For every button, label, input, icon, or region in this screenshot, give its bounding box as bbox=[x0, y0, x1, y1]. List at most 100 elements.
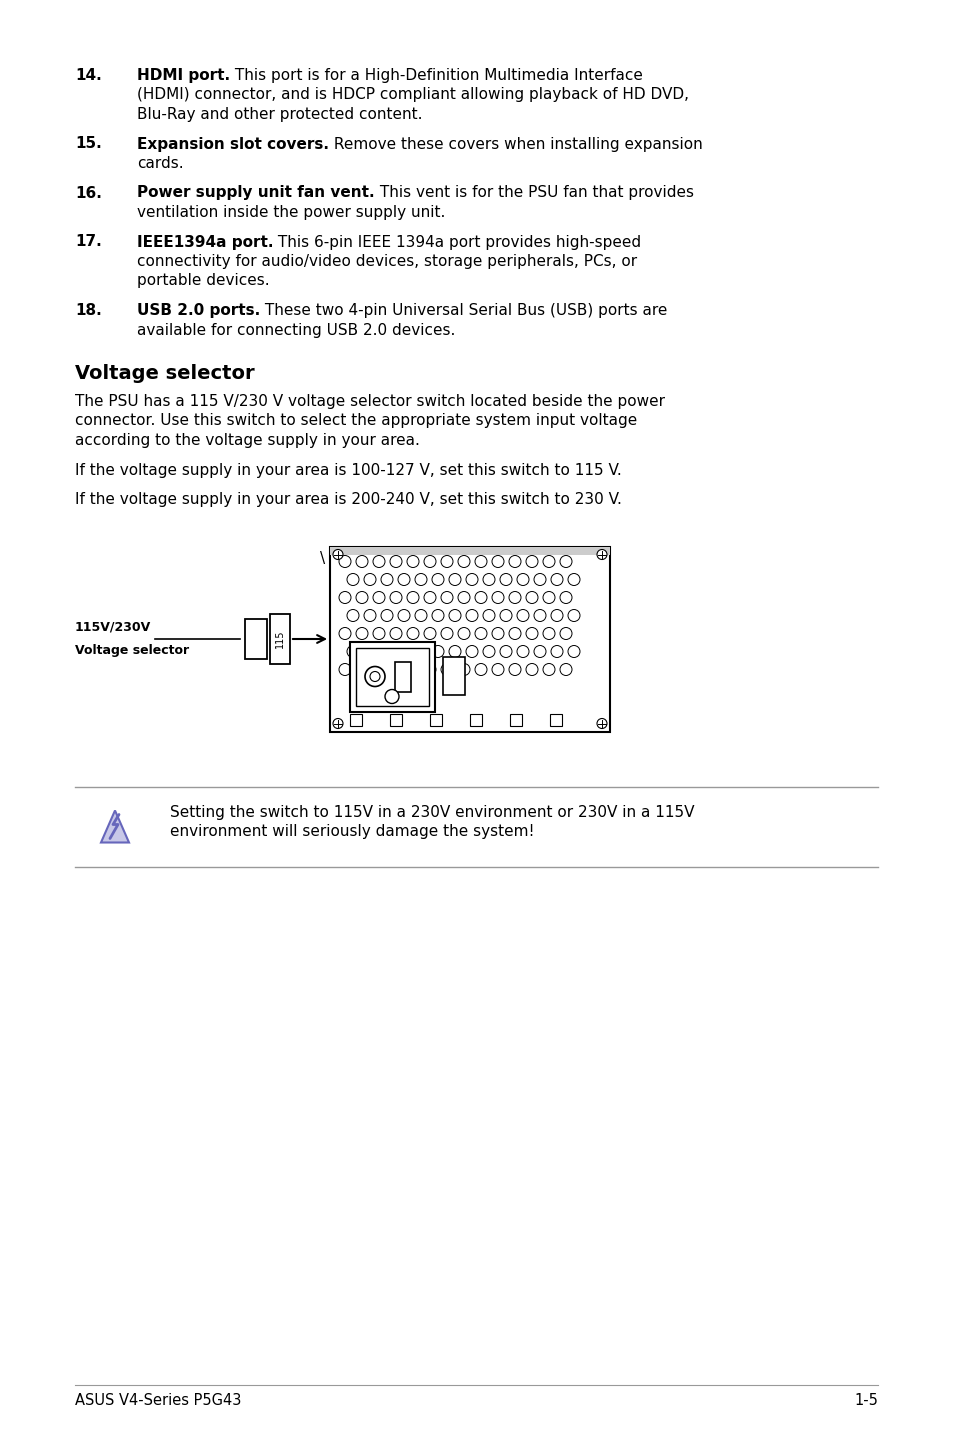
Circle shape bbox=[534, 574, 545, 585]
Circle shape bbox=[551, 646, 562, 657]
Bar bbox=[330, 546, 609, 555]
Circle shape bbox=[597, 719, 606, 729]
Circle shape bbox=[373, 627, 385, 640]
Circle shape bbox=[333, 549, 343, 559]
Circle shape bbox=[373, 591, 385, 604]
Bar bbox=[270, 614, 290, 664]
Text: 15.: 15. bbox=[75, 137, 102, 151]
Text: environment will seriously damage the system!: environment will seriously damage the sy… bbox=[170, 824, 534, 838]
Text: Voltage selector: Voltage selector bbox=[75, 644, 189, 657]
Circle shape bbox=[525, 627, 537, 640]
Circle shape bbox=[475, 591, 486, 604]
Circle shape bbox=[449, 646, 460, 657]
Text: (HDMI) connector, and is HDCP compliant allowing playback of HD DVD,: (HDMI) connector, and is HDCP compliant … bbox=[137, 88, 688, 102]
Circle shape bbox=[475, 555, 486, 568]
Circle shape bbox=[492, 555, 503, 568]
Circle shape bbox=[423, 555, 436, 568]
Circle shape bbox=[407, 627, 418, 640]
Circle shape bbox=[338, 555, 351, 568]
Circle shape bbox=[355, 591, 368, 604]
Circle shape bbox=[465, 610, 477, 621]
Bar bbox=[350, 641, 435, 712]
Text: If the voltage supply in your area is 200-240 V, set this switch to 230 V.: If the voltage supply in your area is 20… bbox=[75, 492, 621, 508]
Circle shape bbox=[457, 555, 470, 568]
Circle shape bbox=[373, 663, 385, 676]
Text: If the voltage supply in your area is 100-127 V, set this switch to 115 V.: If the voltage supply in your area is 10… bbox=[75, 463, 621, 477]
Circle shape bbox=[397, 646, 410, 657]
Text: ASUS V4-Series P5G43: ASUS V4-Series P5G43 bbox=[75, 1393, 241, 1408]
Circle shape bbox=[597, 549, 606, 559]
Circle shape bbox=[385, 689, 398, 703]
Circle shape bbox=[499, 610, 512, 621]
Circle shape bbox=[415, 646, 427, 657]
Circle shape bbox=[355, 555, 368, 568]
Circle shape bbox=[482, 610, 495, 621]
Circle shape bbox=[365, 666, 385, 686]
Text: connectivity for audio/video devices, storage peripherals, PCs, or: connectivity for audio/video devices, st… bbox=[137, 255, 637, 269]
Text: \: \ bbox=[319, 552, 325, 567]
Circle shape bbox=[457, 627, 470, 640]
Circle shape bbox=[567, 610, 579, 621]
Circle shape bbox=[542, 591, 555, 604]
Circle shape bbox=[347, 646, 358, 657]
Circle shape bbox=[355, 627, 368, 640]
Circle shape bbox=[509, 627, 520, 640]
Circle shape bbox=[390, 627, 401, 640]
Circle shape bbox=[449, 610, 460, 621]
Circle shape bbox=[440, 591, 453, 604]
Text: 1-5: 1-5 bbox=[853, 1393, 877, 1408]
Circle shape bbox=[347, 574, 358, 585]
Text: 14.: 14. bbox=[75, 68, 102, 83]
Circle shape bbox=[457, 591, 470, 604]
Circle shape bbox=[499, 646, 512, 657]
Circle shape bbox=[347, 610, 358, 621]
Circle shape bbox=[542, 555, 555, 568]
Text: ventilation inside the power supply unit.: ventilation inside the power supply unit… bbox=[137, 206, 445, 220]
Circle shape bbox=[525, 555, 537, 568]
Text: Power supply unit fan vent.: Power supply unit fan vent. bbox=[137, 186, 375, 200]
Bar bbox=[470, 713, 481, 726]
Text: Expansion slot covers.: Expansion slot covers. bbox=[137, 137, 329, 151]
Text: 115V/230V: 115V/230V bbox=[75, 621, 152, 634]
Circle shape bbox=[567, 646, 579, 657]
Circle shape bbox=[525, 591, 537, 604]
Text: Voltage selector: Voltage selector bbox=[75, 364, 254, 383]
Circle shape bbox=[542, 663, 555, 676]
Circle shape bbox=[534, 646, 545, 657]
Circle shape bbox=[475, 663, 486, 676]
Bar bbox=[395, 661, 411, 692]
Bar bbox=[245, 618, 267, 659]
Circle shape bbox=[482, 646, 495, 657]
Circle shape bbox=[517, 610, 529, 621]
Circle shape bbox=[559, 627, 572, 640]
Text: HDMI port.: HDMI port. bbox=[137, 68, 230, 83]
Circle shape bbox=[415, 574, 427, 585]
Bar bbox=[350, 713, 361, 726]
Circle shape bbox=[440, 663, 453, 676]
Bar bbox=[430, 713, 441, 726]
Circle shape bbox=[407, 591, 418, 604]
Circle shape bbox=[380, 574, 393, 585]
Circle shape bbox=[465, 646, 477, 657]
Circle shape bbox=[355, 663, 368, 676]
Text: portable devices.: portable devices. bbox=[137, 273, 270, 289]
Circle shape bbox=[517, 646, 529, 657]
Circle shape bbox=[482, 574, 495, 585]
Circle shape bbox=[492, 663, 503, 676]
Bar bbox=[510, 713, 521, 726]
Circle shape bbox=[390, 555, 401, 568]
Polygon shape bbox=[101, 811, 129, 843]
Circle shape bbox=[390, 663, 401, 676]
Bar bbox=[355, 647, 429, 706]
Circle shape bbox=[432, 646, 443, 657]
Text: Remove these covers when installing expansion: Remove these covers when installing expa… bbox=[329, 137, 702, 151]
Circle shape bbox=[559, 555, 572, 568]
Bar bbox=[550, 713, 561, 726]
Text: 115: 115 bbox=[274, 630, 285, 649]
Text: USB 2.0 ports.: USB 2.0 ports. bbox=[137, 303, 260, 318]
Circle shape bbox=[559, 663, 572, 676]
Text: The PSU has a 115 V/230 V voltage selector switch located beside the power: The PSU has a 115 V/230 V voltage select… bbox=[75, 394, 664, 408]
Circle shape bbox=[423, 663, 436, 676]
Circle shape bbox=[525, 663, 537, 676]
Circle shape bbox=[440, 627, 453, 640]
